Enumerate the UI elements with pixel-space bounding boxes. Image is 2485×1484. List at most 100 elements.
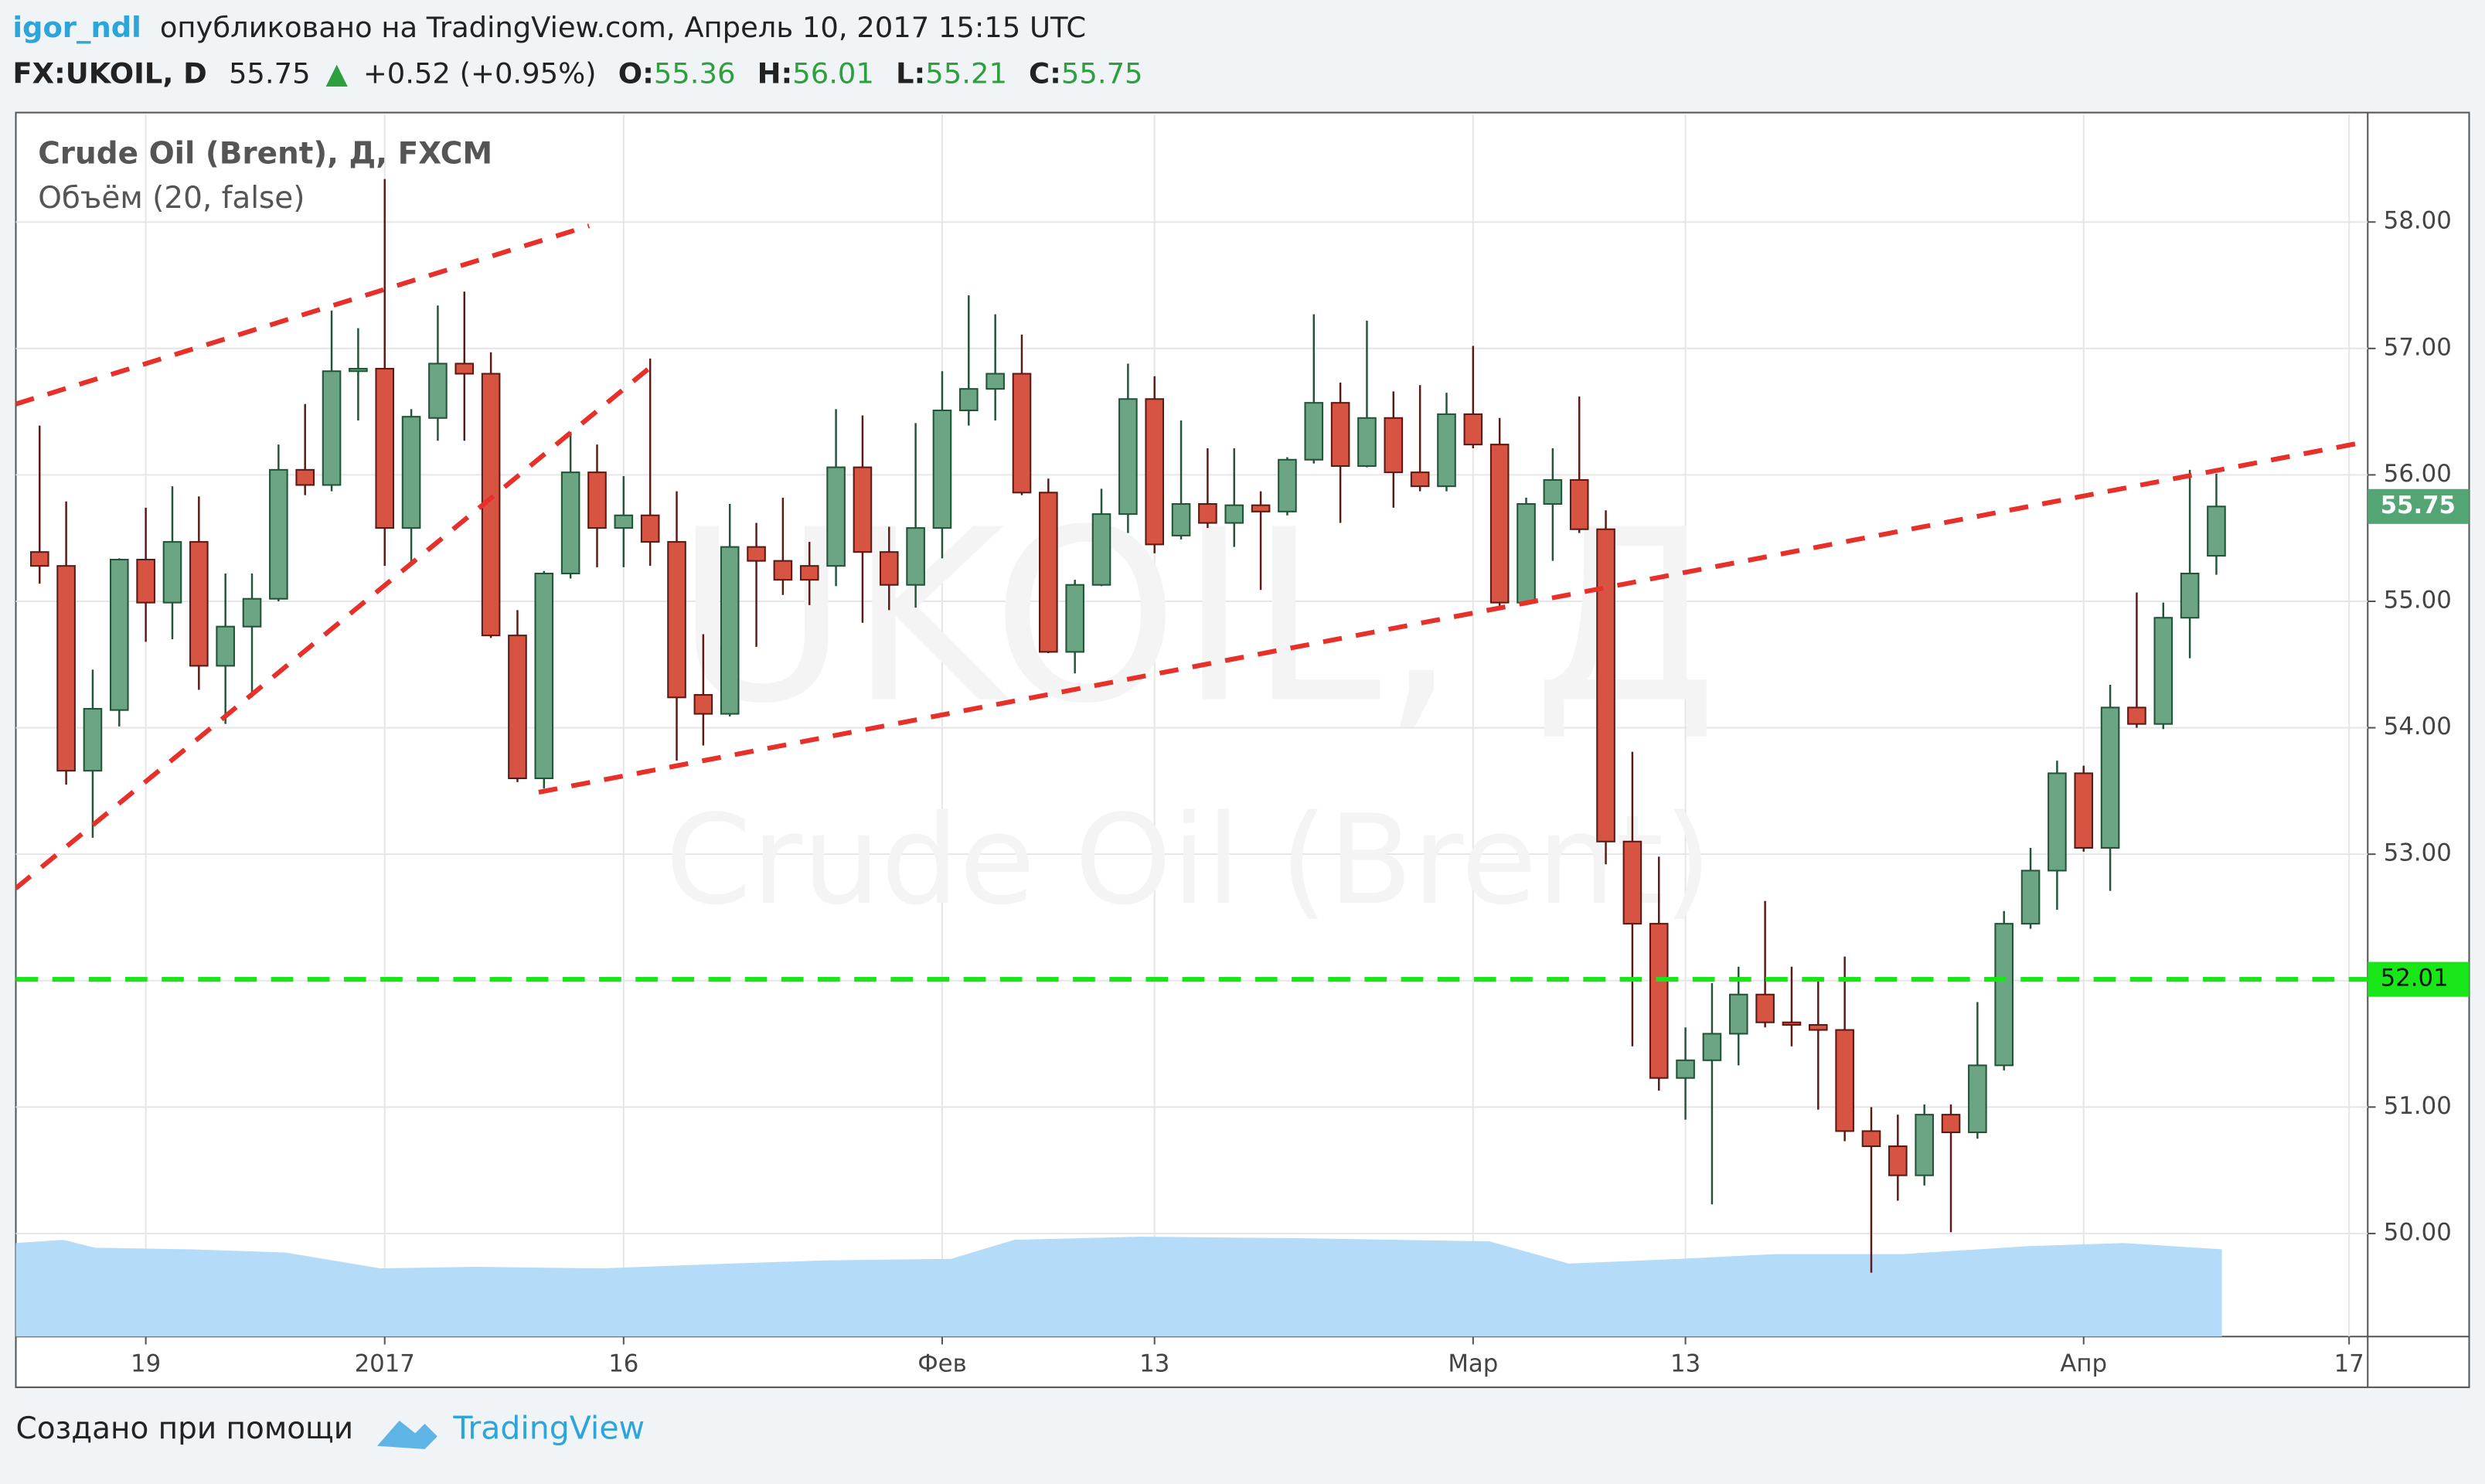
candle-body <box>2207 505 2226 557</box>
quote-bar: FX:UKOIL, D 55.75 ▲ +0.52 (+0.95%) O:55.… <box>12 56 1142 90</box>
published: опубликовано на TradingView.com, Апрель … <box>160 10 1086 43</box>
candle-body <box>1039 492 1058 653</box>
candle-body <box>587 471 607 529</box>
x-tick-label: 2017 <box>355 1350 415 1378</box>
candle-body <box>906 527 925 586</box>
c-value: 55.75 <box>1061 56 1143 90</box>
x-tick-label: 13 <box>1139 1350 1169 1378</box>
candle-body <box>242 597 262 628</box>
x-tick-label: Фев <box>917 1350 967 1378</box>
candle-body <box>1888 1145 1908 1176</box>
candle-body <box>2100 706 2120 849</box>
candle-body <box>162 541 182 604</box>
candle-body <box>83 708 103 772</box>
volume-area <box>15 1237 2222 1337</box>
candle-body <box>295 468 315 486</box>
candle-body <box>349 367 368 373</box>
x-tick-label: Мар <box>1448 1350 1498 1378</box>
candle-body <box>1489 444 1510 604</box>
candle-body <box>216 625 235 667</box>
watermark: Crude Oil (Brent) <box>666 788 1712 932</box>
candle-body <box>1915 1114 1934 1176</box>
candle-body <box>454 362 475 375</box>
candle-body <box>667 541 686 699</box>
y-tick-label: 54.00 <box>2384 713 2452 740</box>
candle-body <box>322 370 342 486</box>
candle-body <box>109 558 129 711</box>
candle-body <box>2020 870 2041 925</box>
trend-line <box>15 223 591 407</box>
candle-body <box>1649 923 1669 1079</box>
o-value: 55.36 <box>654 56 736 90</box>
plot <box>15 179 2368 1273</box>
candle-body <box>1782 1021 1802 1026</box>
candle-body <box>1596 528 1615 842</box>
chart-frame <box>15 111 2470 1388</box>
candle-body <box>693 694 713 715</box>
candle-body <box>1676 1059 1695 1079</box>
legend-volume: Объём (20, false) <box>38 181 305 216</box>
o-label: O: <box>618 56 654 90</box>
candle-body <box>1463 413 1483 446</box>
author[interactable]: igor_ndl <box>12 10 141 43</box>
candle-body <box>1728 993 1748 1035</box>
candle-body <box>1517 502 1536 604</box>
x-tick-label: 16 <box>608 1350 638 1378</box>
axes: 50.0051.0052.0053.0054.0055.0056.0057.00… <box>131 207 2470 1378</box>
x-tick-label: 19 <box>131 1350 161 1378</box>
candle-body <box>773 560 793 581</box>
candle-body <box>1702 1033 1722 1061</box>
candle-body <box>1198 502 1217 524</box>
candle-body <box>401 416 421 529</box>
candle-body <box>720 546 740 715</box>
candle-body <box>1437 413 1456 488</box>
candle-body <box>1012 373 1032 494</box>
l-label: L: <box>896 56 925 90</box>
candle-body <box>1304 402 1324 461</box>
l-value: 55.21 <box>925 56 1007 90</box>
y-tick-label: 56.00 <box>2384 460 2452 488</box>
candle-body <box>826 466 846 567</box>
candle-body <box>1994 923 2014 1067</box>
trend-line <box>15 365 652 890</box>
candle-body <box>640 514 660 543</box>
h-value: 56.01 <box>792 56 874 90</box>
candle-body <box>1145 398 1165 546</box>
x-tick-label: Апр <box>2060 1350 2107 1378</box>
last-price-label: 55.75 <box>2381 492 2456 519</box>
candle-body <box>747 546 766 562</box>
last: 55.75 <box>229 56 311 90</box>
candle-body <box>1171 502 1191 536</box>
candle-body <box>428 362 448 419</box>
level-label: 52.01 <box>2381 965 2449 992</box>
candle-body <box>932 409 952 529</box>
candle-body <box>799 565 819 581</box>
candle-body <box>1065 584 1084 653</box>
candle-body <box>985 373 1005 390</box>
footer-brand[interactable]: TradingView <box>452 1409 645 1446</box>
candle-body <box>1118 398 1138 516</box>
candle-body <box>136 558 155 604</box>
brand-logo[interactable] <box>376 1420 437 1449</box>
candle-body <box>2048 772 2067 872</box>
candle-body <box>508 635 527 780</box>
y-tick-label: 55.00 <box>2384 586 2452 614</box>
candle-body <box>2153 617 2174 725</box>
candle-body <box>1808 1023 1828 1031</box>
candle-body <box>958 388 979 411</box>
candle-body <box>1224 504 1244 524</box>
symbol: FX:UKOIL, D <box>12 56 206 90</box>
footer-text: Создано при помощи <box>16 1411 354 1446</box>
candle-body <box>1941 1114 1961 1134</box>
level-label-box <box>2368 962 2470 997</box>
candle-body <box>1357 417 1377 467</box>
candle-body <box>1622 840 1642 925</box>
candle-body <box>1410 471 1430 488</box>
c-label: C: <box>1029 56 1061 90</box>
candle-body <box>29 551 49 567</box>
legend-title: Crude Oil (Brent), Д, FXCM <box>38 137 492 172</box>
trend-line <box>538 439 2366 795</box>
candle-body <box>1569 478 1589 530</box>
